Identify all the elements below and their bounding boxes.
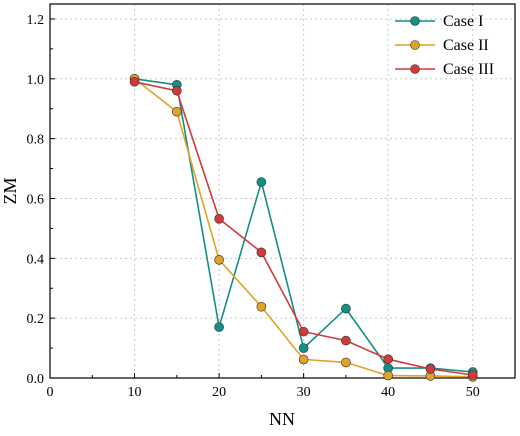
x-tick-label: 50: [466, 385, 480, 400]
data-point: [341, 357, 351, 368]
grid-lines: [50, 4, 515, 378]
x-tick-label: 10: [128, 385, 142, 400]
data-point: [467, 370, 478, 380]
legend-label: Case I: [443, 13, 483, 30]
legend-marker: [410, 16, 420, 26]
x-tick-label: 0: [47, 385, 54, 400]
data-point: [256, 177, 267, 187]
y-tick-label: 0.8: [27, 133, 45, 148]
data-point: [383, 370, 393, 381]
data-point: [172, 85, 182, 96]
series-3: [129, 76, 478, 380]
data-point: [298, 326, 309, 337]
x-tick-label: 30: [297, 385, 311, 400]
data-point: [256, 301, 267, 312]
x-tick-label: 20: [212, 385, 226, 400]
y-tick-label: 1.0: [27, 73, 45, 88]
legend-item: Case I: [395, 13, 483, 30]
data-point: [383, 354, 393, 364]
data-point: [214, 255, 224, 265]
legend-item: Case III: [395, 61, 494, 78]
data-point: [341, 303, 351, 314]
legend-marker: [410, 40, 420, 50]
x-axis-title: NN: [269, 409, 295, 429]
data-point: [129, 76, 140, 87]
y-tick-label: 0.0: [27, 372, 45, 387]
data-point: [298, 343, 309, 353]
data-point: [214, 214, 224, 224]
legend-label: Case II: [443, 37, 489, 54]
data-point: [341, 335, 351, 346]
legend-item: Case II: [395, 37, 489, 54]
y-axis-title: ZM: [0, 178, 20, 205]
plot-frame: [49, 3, 516, 379]
axis-ticks: 0 10 20 30 40 50 0.0 0.2 0.4 0.6 0.8 1.0 1.2: [27, 13, 480, 400]
y-tick-label: 0.4: [27, 252, 45, 267]
y-tick-label: 0.2: [27, 312, 45, 327]
data-point: [214, 322, 224, 332]
legend-label: Case III: [443, 61, 494, 78]
data-point: [298, 354, 309, 365]
y-tick-label: 1.2: [27, 13, 45, 28]
legend-marker: [410, 64, 420, 74]
x-tick-label: 40: [381, 385, 395, 400]
data-point: [256, 247, 267, 258]
series-group: [129, 74, 478, 382]
data-point: [425, 364, 436, 374]
legend: Case I Case II Case III: [395, 13, 494, 78]
y-tick-label: 0.6: [27, 192, 45, 207]
data-point: [172, 106, 182, 117]
